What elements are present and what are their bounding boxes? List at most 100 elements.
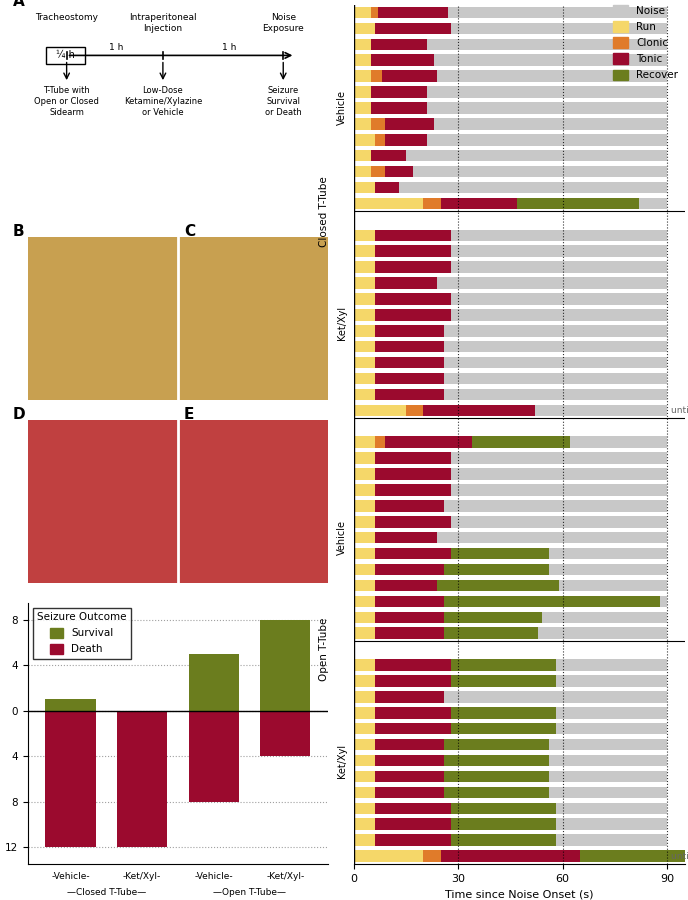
Text: Ket/Xyl: Ket/Xyl: [336, 306, 347, 340]
Bar: [354, 405, 406, 416]
Bar: [374, 277, 438, 289]
Bar: [354, 22, 374, 34]
Bar: [374, 341, 444, 353]
Bar: [354, 453, 667, 464]
Bar: [354, 818, 374, 830]
Text: until 142 s: until 142 s: [671, 851, 688, 860]
Bar: [444, 787, 549, 798]
Bar: [354, 150, 667, 161]
Bar: [354, 532, 374, 544]
Text: G: G: [321, 0, 333, 3]
Legend: Survival, Death: Survival, Death: [33, 608, 131, 659]
Text: Ket/Xyl: Ket/Xyl: [336, 743, 347, 778]
Bar: [354, 134, 667, 146]
Text: —Closed T-Tube—: —Closed T-Tube—: [67, 887, 146, 896]
Bar: [354, 70, 667, 82]
Bar: [371, 166, 385, 177]
Bar: [354, 198, 667, 209]
Bar: [444, 563, 549, 575]
Bar: [354, 198, 423, 209]
Bar: [354, 6, 667, 18]
Bar: [354, 182, 667, 194]
Text: ¼ h: ¼ h: [56, 50, 74, 60]
Bar: [354, 468, 667, 480]
Bar: [354, 675, 374, 687]
Bar: [260, 711, 310, 756]
Bar: [354, 261, 667, 273]
Bar: [354, 803, 374, 814]
Text: -Ket/Xyl-: -Ket/Xyl-: [123, 872, 161, 881]
Bar: [374, 627, 444, 639]
Bar: [354, 6, 371, 18]
X-axis label: Time since Noise Onset (s): Time since Noise Onset (s): [445, 889, 593, 899]
Text: Seizure
Survival
or Death: Seizure Survival or Death: [265, 86, 301, 117]
Bar: [354, 373, 374, 384]
Bar: [354, 834, 667, 846]
Legend: Noise, Run, Clonic, Tonic, Recover: Noise, Run, Clonic, Tonic, Recover: [608, 1, 682, 85]
Bar: [451, 548, 549, 560]
Bar: [444, 612, 541, 623]
Bar: [354, 770, 667, 782]
Bar: [374, 500, 444, 511]
Bar: [354, 70, 371, 82]
Bar: [354, 548, 667, 560]
Bar: [371, 150, 406, 161]
Bar: [354, 86, 667, 98]
Bar: [438, 580, 559, 591]
Bar: [374, 325, 444, 337]
Bar: [354, 55, 667, 66]
Bar: [354, 739, 374, 751]
Text: —Open T-Tube—: —Open T-Tube—: [213, 887, 286, 896]
Bar: [354, 293, 374, 305]
Bar: [374, 739, 444, 751]
Bar: [374, 834, 451, 846]
Bar: [354, 484, 667, 496]
Bar: [354, 55, 371, 66]
Text: Vehicle: Vehicle: [336, 520, 347, 555]
Bar: [354, 580, 374, 591]
Bar: [371, 86, 427, 98]
Bar: [354, 405, 667, 416]
Bar: [354, 103, 371, 113]
Bar: [354, 707, 374, 718]
Bar: [385, 134, 427, 146]
Bar: [374, 612, 444, 623]
Bar: [374, 548, 451, 560]
Bar: [354, 516, 374, 527]
Bar: [354, 850, 423, 862]
Bar: [354, 818, 667, 830]
Bar: [374, 818, 451, 830]
Bar: [354, 341, 667, 353]
Bar: [382, 70, 438, 82]
Bar: [354, 787, 667, 798]
Bar: [354, 787, 374, 798]
Bar: [354, 230, 374, 241]
Bar: [189, 711, 239, 802]
Bar: [441, 850, 580, 862]
Text: A: A: [12, 0, 24, 9]
Bar: [354, 723, 667, 734]
Bar: [374, 468, 451, 480]
Text: -Vehicle-: -Vehicle-: [51, 872, 90, 881]
Text: C: C: [184, 223, 195, 238]
Bar: [354, 309, 667, 320]
Bar: [354, 325, 667, 337]
Bar: [354, 691, 667, 703]
Bar: [354, 357, 374, 368]
Bar: [354, 627, 667, 639]
Bar: [374, 134, 385, 146]
Bar: [354, 39, 667, 50]
Bar: [423, 198, 441, 209]
Bar: [444, 627, 538, 639]
Bar: [354, 453, 374, 464]
Bar: [354, 707, 667, 718]
Bar: [451, 723, 556, 734]
Bar: [354, 246, 667, 256]
Bar: [374, 532, 438, 544]
Bar: [444, 596, 660, 608]
Bar: [354, 261, 374, 273]
Text: until 120 s: until 120 s: [671, 406, 688, 415]
Bar: [374, 182, 399, 194]
Bar: [374, 755, 444, 766]
Bar: [374, 230, 451, 241]
